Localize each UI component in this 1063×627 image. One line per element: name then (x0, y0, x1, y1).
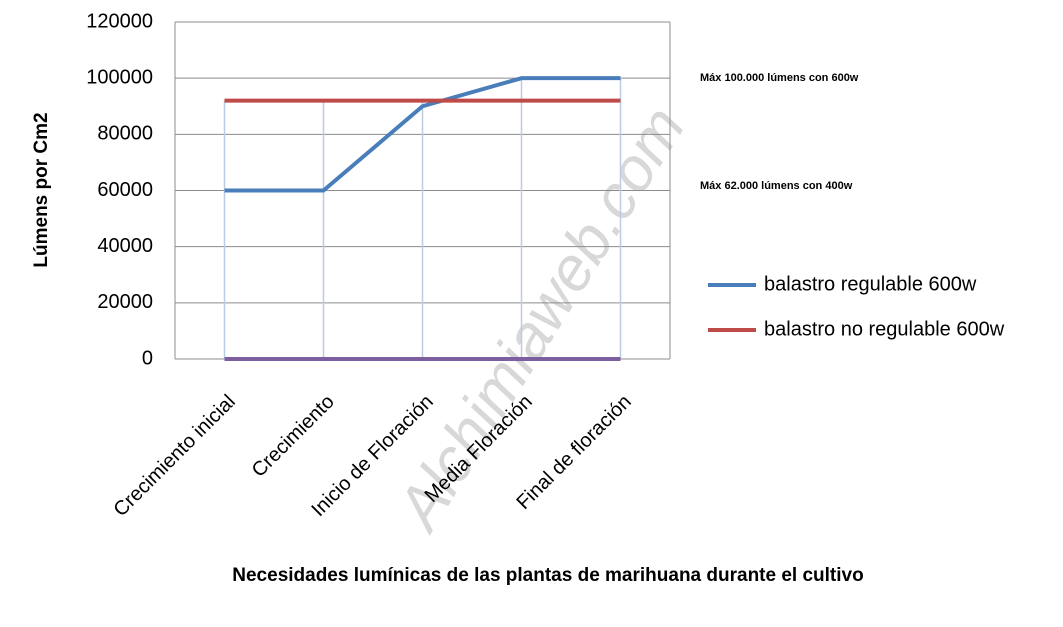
y-tick-label: 100000 (86, 66, 153, 88)
annotation: Máx 100.000 lúmens con 600w (700, 72, 859, 84)
y-tick-label: 80000 (97, 123, 153, 145)
legend-label: balastro no regulable 600w (764, 318, 1005, 340)
series-line (224, 76, 621, 193)
y-tick-label: 20000 (97, 291, 153, 313)
y-tick-label: 120000 (86, 10, 153, 32)
y-tick-label: 60000 (97, 179, 153, 201)
y-tick-label: 40000 (97, 235, 153, 257)
y-axis-label: Lúmens por Cm2 (31, 112, 52, 267)
legend-label: balastro regulable 600w (764, 273, 977, 295)
x-tick-label: Crecimiento (248, 391, 339, 482)
x-tick-label: Crecimiento inicial (109, 391, 239, 521)
y-tick-label: 0 (142, 347, 153, 369)
chart-title: Necesidades lumínicas de las plantas de … (232, 565, 863, 586)
annotation: Máx 62.000 lúmens con 400w (700, 180, 853, 192)
